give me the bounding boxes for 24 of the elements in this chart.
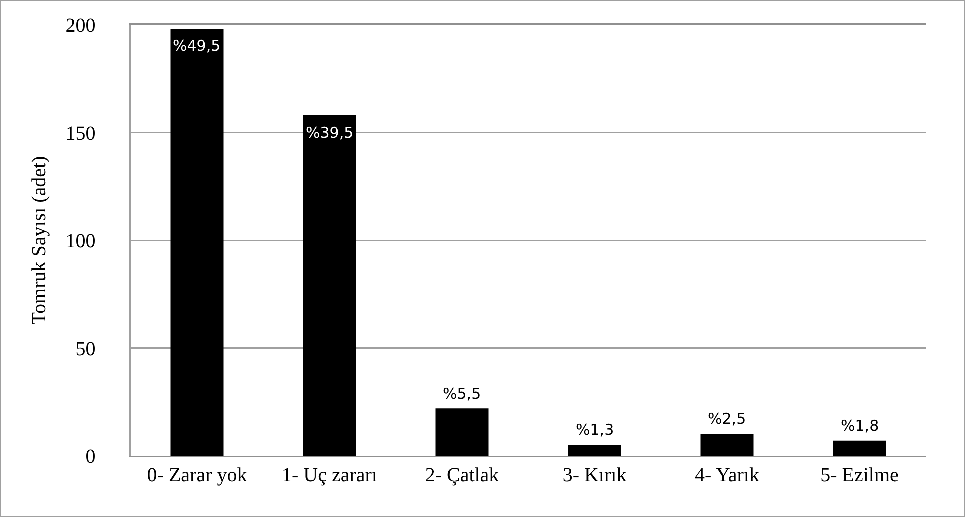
x-tick-label: 2- Çatlak <box>425 464 500 486</box>
x-tick-label: 3- Kırık <box>562 464 627 486</box>
bar <box>303 116 356 456</box>
y-tick-label: 50 <box>76 338 96 360</box>
annotation: %5,5 <box>443 385 482 403</box>
bar <box>700 434 754 456</box>
bar <box>568 445 622 456</box>
y-axis-title: Tomruk Sayısı (adet) <box>28 156 50 325</box>
x-tick-label: 1- Uç zararı <box>282 464 378 486</box>
bar <box>170 29 224 456</box>
x-tick-label: 0- Zarar yok <box>147 464 248 486</box>
bar <box>436 408 489 456</box>
x-tick-label: 5- Ezilme <box>820 464 900 486</box>
annotation: %2,5 <box>708 410 746 428</box>
x-tick-label: 4- Yarık <box>695 464 760 486</box>
bar <box>833 440 886 456</box>
annotation: %49,5 <box>173 37 221 55</box>
y-tick-label: 100 <box>66 230 96 252</box>
y-tick-label: 200 <box>66 15 96 37</box>
annotation: %1,3 <box>576 421 614 439</box>
y-tick-label: 0 <box>86 446 96 468</box>
y-tick-label: 150 <box>66 122 96 145</box>
annotation: %1,8 <box>841 417 880 435</box>
annotation: %39,5 <box>306 124 354 142</box>
